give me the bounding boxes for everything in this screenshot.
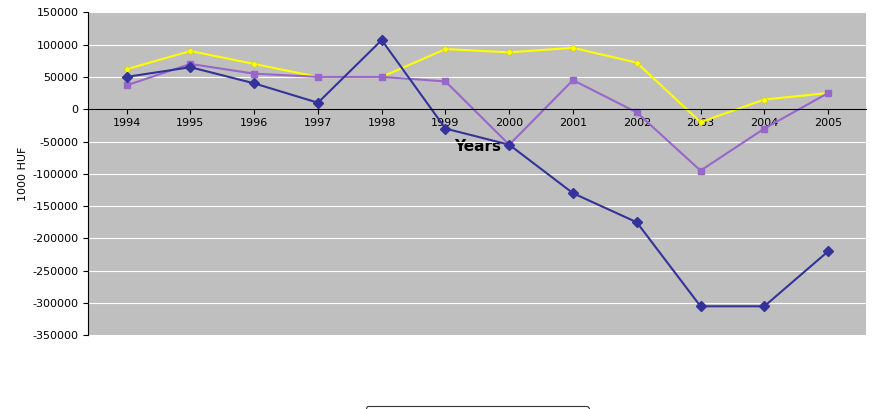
Line: Baranya: Baranya (123, 61, 832, 174)
Somogy (568, 191, 578, 196)
Baranya (313, 74, 324, 79)
Baranya (249, 71, 260, 76)
Baranya (185, 61, 195, 66)
Baranya (823, 91, 834, 96)
Baranya (504, 142, 514, 147)
Somogy (313, 100, 324, 105)
Legend: Baranya, Somogy: Baranya, Somogy (366, 406, 589, 409)
Baranya (440, 79, 451, 84)
Somogy (631, 220, 642, 225)
Baranya (568, 78, 578, 83)
Somogy (440, 126, 451, 131)
Baranya (759, 126, 770, 131)
Somogy (695, 304, 705, 309)
Somogy (377, 38, 387, 43)
X-axis label: Years: Years (453, 139, 501, 154)
Somogy (185, 65, 195, 70)
Baranya (377, 74, 387, 79)
Baranya (121, 83, 132, 88)
Somogy (759, 304, 770, 309)
Somogy (504, 142, 514, 147)
Baranya (631, 110, 642, 115)
Baranya (695, 168, 705, 173)
Somogy (121, 74, 132, 79)
Line: Somogy: Somogy (123, 36, 832, 310)
Y-axis label: 1000 HUF: 1000 HUF (19, 147, 28, 201)
Somogy (249, 81, 260, 86)
Somogy (823, 249, 834, 254)
